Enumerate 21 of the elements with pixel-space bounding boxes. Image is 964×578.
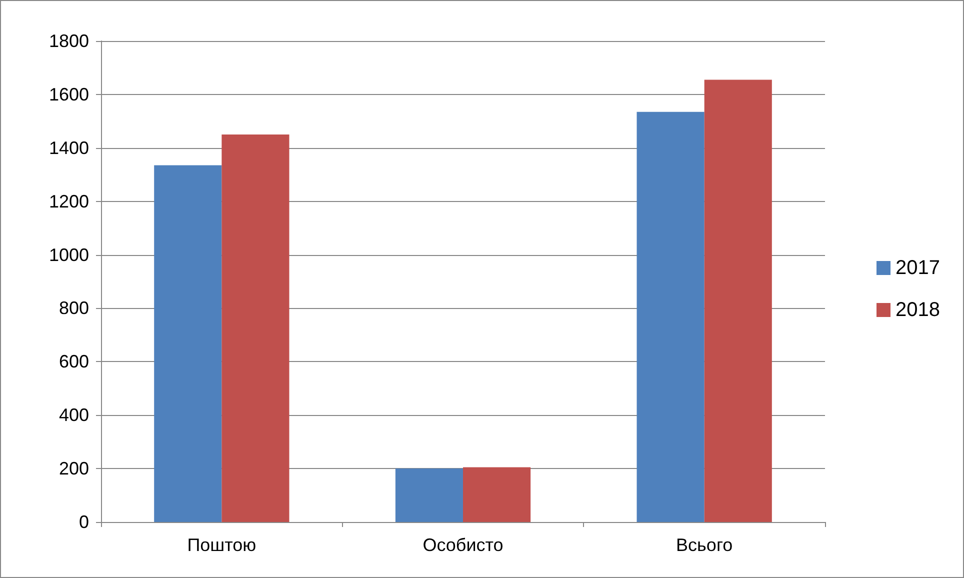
legend-label: 2017 [896, 257, 940, 279]
y-tick-label: 1200 [48, 191, 89, 212]
y-tick-label: 1000 [48, 244, 89, 265]
bar [154, 165, 222, 522]
y-tick-label: 1400 [48, 138, 89, 158]
legend-label: 2018 [896, 299, 940, 321]
bar [704, 80, 772, 522]
bar [395, 468, 463, 522]
y-tick-label: 400 [58, 405, 89, 426]
bar [636, 112, 704, 522]
x-tick-label: Особисто [422, 535, 504, 555]
x-tick-label: Поштою [187, 535, 256, 555]
y-tick-label: 1600 [48, 84, 89, 104]
bar [222, 134, 290, 522]
y-tick-label: 800 [58, 298, 89, 318]
x-tick-label: Всього [676, 535, 733, 555]
bar [463, 467, 531, 522]
y-tick-label: 1800 [48, 31, 89, 51]
y-tick-label: 0 [78, 512, 89, 532]
y-tick-label: 200 [58, 458, 89, 479]
y-tick-label: 600 [58, 352, 89, 372]
